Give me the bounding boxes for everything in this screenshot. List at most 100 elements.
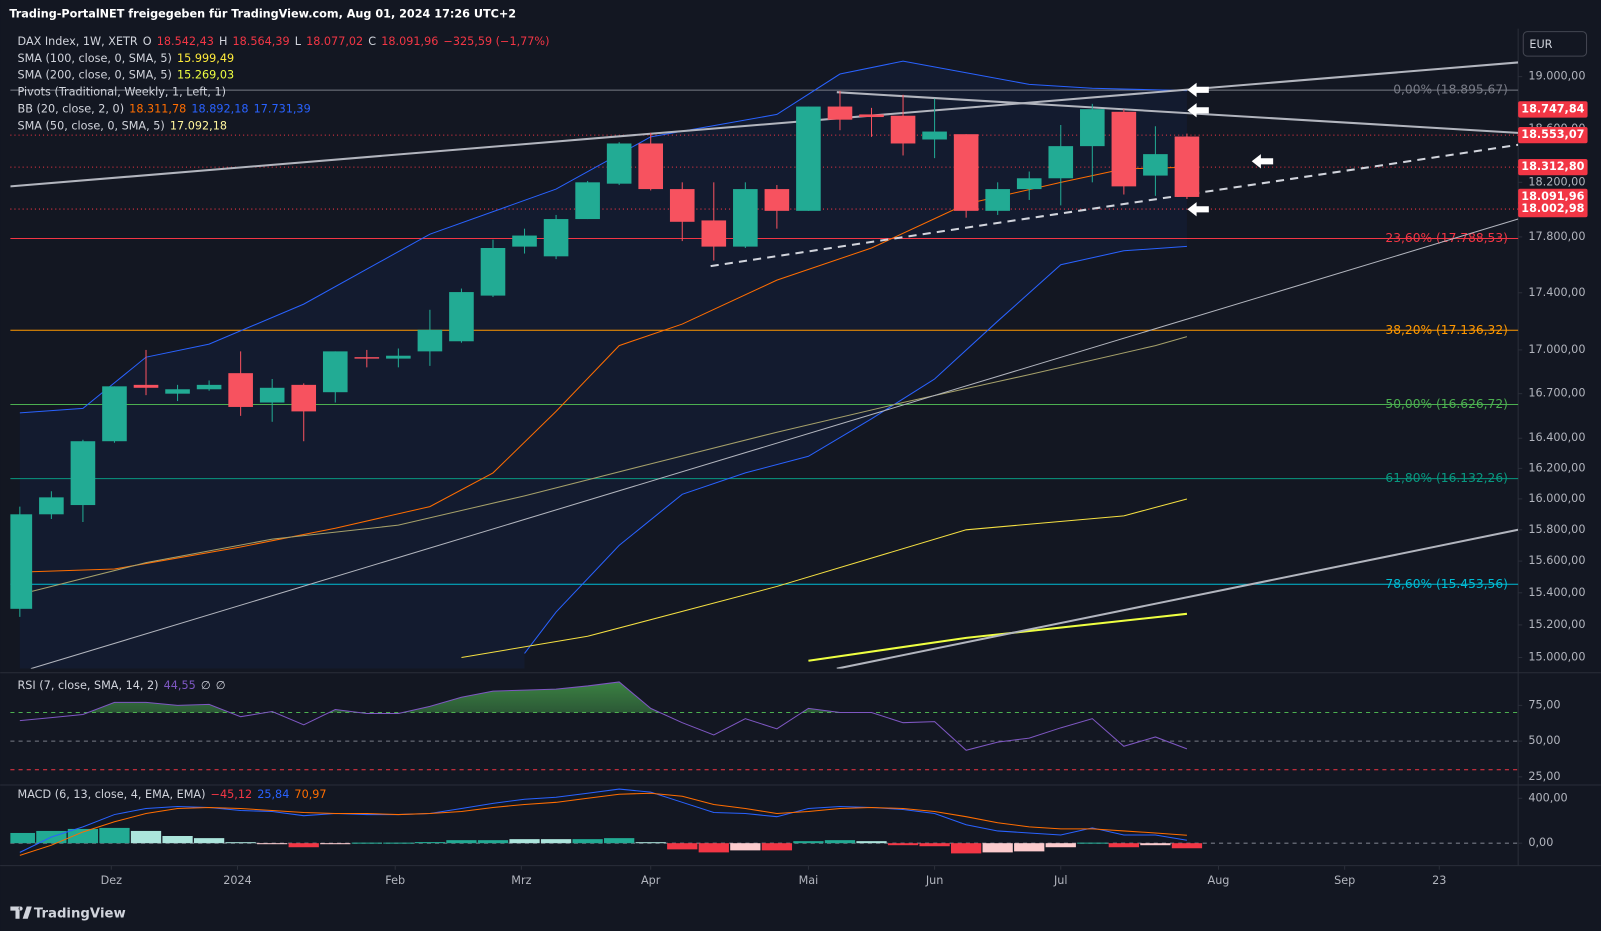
currency-button[interactable]: EUR [1522, 31, 1588, 57]
arrow-markers [1187, 82, 1274, 217]
candle-body [1048, 146, 1074, 179]
histogram-bar [887, 843, 919, 846]
candle-body [669, 189, 695, 222]
legend-text: 18.542,43 [157, 35, 214, 48]
legend-text: 15.269,03 [177, 69, 234, 82]
line [30, 218, 1519, 669]
histogram-bar [635, 842, 666, 844]
histogram-bar [730, 843, 761, 851]
x-tick-label: Jul [1053, 874, 1068, 887]
histogram-bar [509, 839, 540, 844]
legend-line: BB (20, close, 2, 0) 18.311,78 18.892,18 17… [18, 103, 311, 116]
candle-body [922, 131, 947, 140]
legend-text: BB (20, close, 2, 0) [18, 103, 125, 116]
legend-text: L [295, 35, 302, 48]
legend-text: −45,12 [211, 788, 253, 801]
histogram-bar [1140, 843, 1171, 846]
legend-text: SMA (200, close, 0, SMA, 5) [18, 69, 172, 82]
histogram-bar [793, 841, 824, 844]
histogram-bar [99, 827, 130, 844]
line [836, 528, 1519, 669]
candle-body [1016, 178, 1042, 190]
x-tick-label: Jun [925, 874, 944, 887]
fib-label: 38,20% (17.136,32) [1385, 323, 1508, 337]
histogram-bar [383, 842, 414, 844]
currency-button-frame[interactable] [1522, 31, 1588, 57]
fib-label: 23,60% (17.788,53) [1385, 231, 1508, 245]
legend-text: SMA (50, close, 0, SMA, 5) [18, 120, 165, 133]
candle-body [259, 387, 285, 403]
price-tag [1518, 200, 1588, 218]
candle-body [827, 106, 853, 120]
brand: TradingView [10, 906, 126, 922]
x-tick-label: Feb [385, 874, 405, 887]
legend-text: 18.892,18 [191, 103, 248, 116]
histogram-bar [320, 843, 351, 845]
y-tick-label: 16.000,00 [1528, 492, 1585, 505]
histogram-bar [130, 830, 162, 844]
y-tick-label: 400,00 [1528, 791, 1567, 804]
x-tick-label: Sep [1334, 874, 1355, 887]
price-tag-label: 18.312,80 [1521, 160, 1584, 173]
chart-layers: 0,00% (18.895,67) 23,60% (17.788,53) 38,20… [10, 35, 1588, 887]
macd-pane: 400,00 0,00 MACD (6, 13, close, 4, EMA, EM… [10, 788, 1568, 856]
candle-body [102, 386, 127, 442]
legend-line: RSI (7, close, SMA, 14, 2) 44,55 ∅ ∅ [18, 679, 226, 692]
fib-label: 78,60% (15.453,56) [1385, 577, 1508, 591]
legend-text: 18.311,78 [129, 103, 186, 116]
candle-body [859, 114, 884, 118]
histogram-bar [193, 838, 225, 844]
line [710, 143, 1519, 268]
price-tag [1518, 126, 1588, 144]
candle-body [449, 292, 474, 342]
x-tick-label: Mai [799, 874, 819, 887]
line [836, 91, 1519, 134]
brand-logo [10, 906, 32, 919]
histogram-bar [10, 832, 35, 844]
candle-body [733, 189, 758, 247]
price-tag [1518, 158, 1588, 176]
legend-text: 17.092,18 [170, 120, 227, 133]
histogram-bar [288, 843, 319, 848]
y-tick-label: 15.600,00 [1528, 554, 1585, 567]
currency-button-label[interactable]: EUR [1529, 38, 1552, 51]
histogram-bar [982, 843, 1013, 853]
legend-line: SMA (50, close, 0, SMA, 5) 17.092,18 [18, 120, 227, 133]
histogram-bar [761, 843, 793, 851]
candle-body [165, 389, 190, 394]
legend-text: 18.564,39 [233, 35, 290, 48]
legend-line: MACD (6, 13, close, 4, EMA, EMA) −45,12 25… [18, 788, 327, 801]
legend-text: ∅ [216, 679, 226, 692]
legend-text: DAX Index, 1W, XETR [18, 35, 138, 48]
y-tick-label: 0,00 [1528, 836, 1553, 849]
candle-body [638, 143, 664, 190]
candle-body [1111, 111, 1137, 187]
histogram-bar [446, 840, 477, 844]
y-tick-label: 25,00 [1528, 770, 1560, 783]
arrow-icon [1187, 202, 1209, 217]
legend-text: 18.091,96 [381, 35, 438, 48]
line [19, 681, 1188, 751]
legend-line: SMA (100, close, 0, SMA, 5) 15.999,49 [18, 52, 235, 65]
y-tick-label: 17.400,00 [1528, 286, 1585, 299]
y-tick-label: 17.000,00 [1528, 343, 1585, 356]
candle-body [228, 373, 253, 407]
histogram-bar [919, 843, 950, 847]
histogram-bar [257, 843, 288, 845]
y-tick-label: 15.400,00 [1528, 586, 1585, 599]
histogram-bar [540, 839, 572, 844]
legend-text: 17.731,39 [254, 103, 311, 116]
candle-body [39, 497, 64, 515]
x-tick-label: 2024 [223, 874, 252, 887]
line [19, 336, 1188, 595]
line [808, 612, 1188, 662]
candle-body [606, 143, 632, 184]
candle-body [512, 235, 537, 247]
histogram-bar [1077, 842, 1108, 844]
y-tick-label: 16.700,00 [1528, 387, 1585, 400]
line [10, 61, 1519, 188]
fib-label: 61,80% (16.132,26) [1385, 471, 1508, 485]
brand-name: TradingView [34, 907, 126, 922]
histogram-bar [225, 842, 256, 844]
